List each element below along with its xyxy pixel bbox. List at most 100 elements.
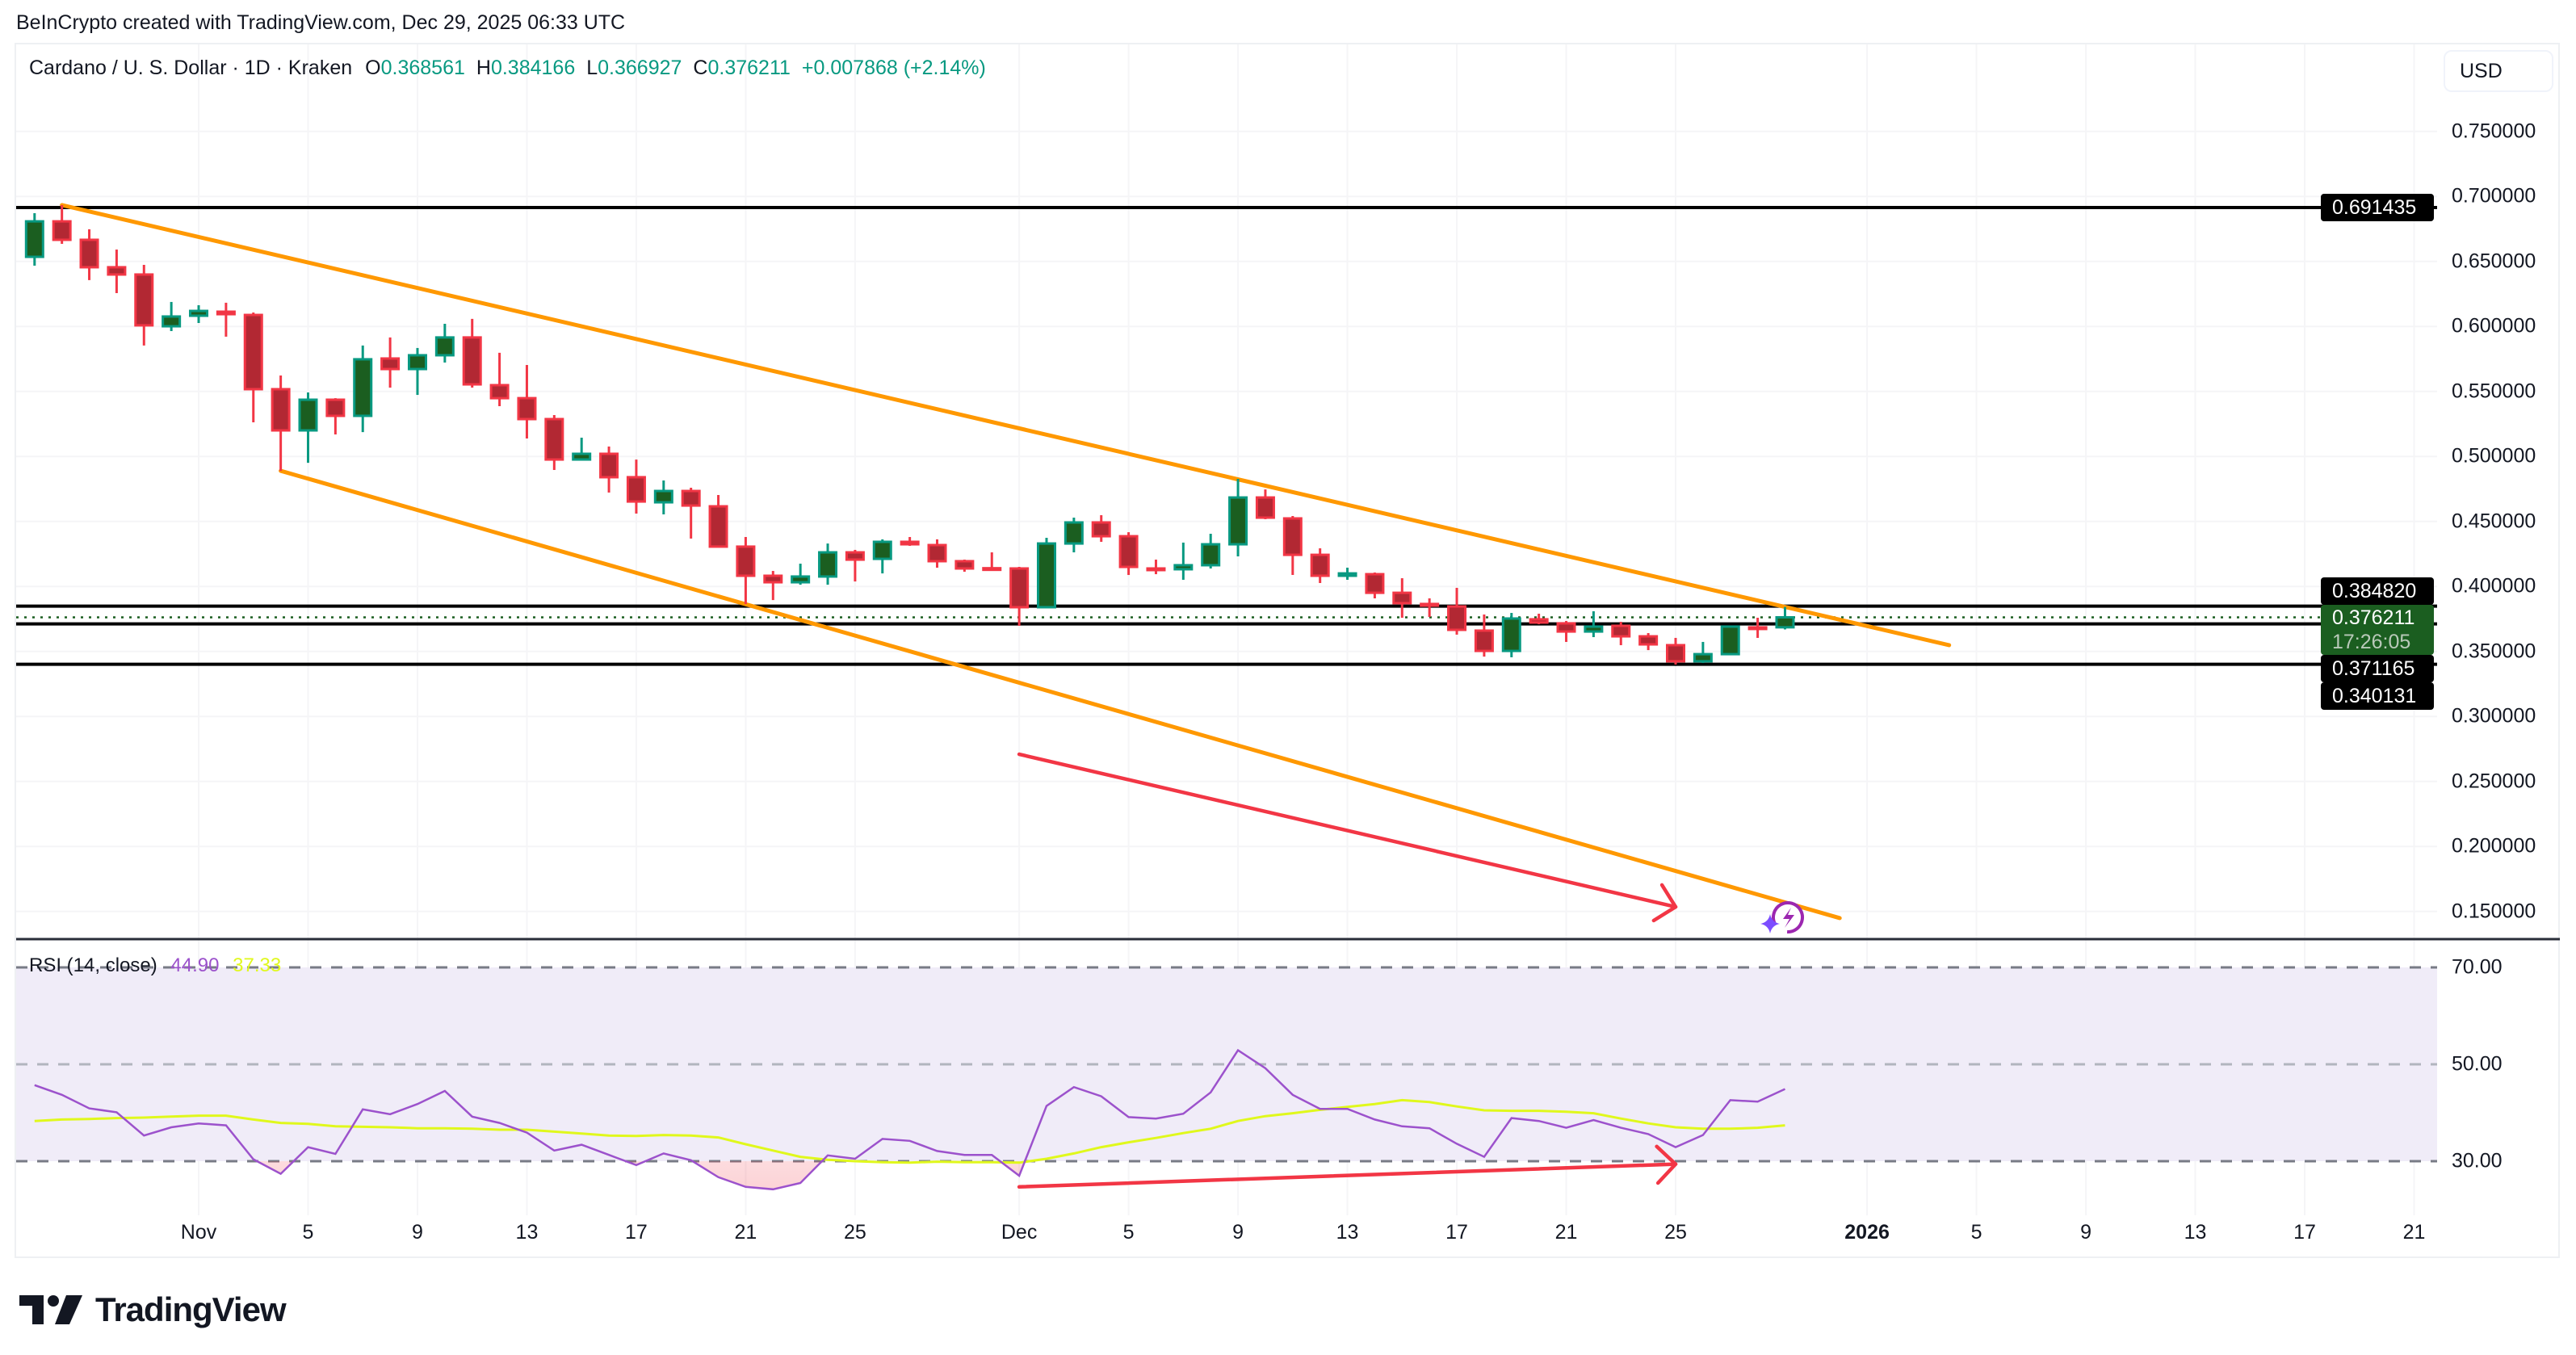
candle: [380, 337, 401, 388]
level-price-label: 0.691435: [2321, 193, 2434, 221]
x-tick-label: 25: [1664, 1221, 1687, 1244]
candle: [162, 301, 182, 331]
candle-body: [1365, 573, 1385, 594]
price-tick-label: 0.450000: [2452, 510, 2536, 533]
candle-body: [79, 238, 99, 269]
rsi-pane: [16, 966, 2437, 1191]
candle: [1337, 568, 1357, 580]
candle-body: [325, 398, 346, 417]
candle: [927, 539, 947, 568]
assistant-lightning-icon[interactable]: [1760, 897, 1808, 937]
candle: [243, 312, 263, 423]
candle-body: [380, 357, 401, 371]
price-tick-label: 0.650000: [2452, 250, 2536, 273]
level-price-label: 0.371165: [2321, 655, 2434, 682]
arrow-head: [1655, 1162, 1678, 1185]
candle-body: [298, 398, 318, 432]
candle: [1036, 537, 1056, 609]
price-tick-label: 0.750000: [2452, 120, 2536, 143]
candle: [1666, 637, 1685, 665]
candle: [462, 318, 482, 388]
candle-body: [1036, 542, 1056, 609]
candle-body: [681, 489, 701, 507]
candle: [1556, 621, 1576, 642]
high-value: 0.384166: [490, 57, 576, 79]
x-tick-label: 17: [2293, 1221, 2316, 1244]
candle-body: [162, 315, 182, 328]
candle: [872, 539, 892, 574]
candle: [216, 302, 236, 337]
candle-body: [1611, 624, 1631, 638]
x-tick-label: 5: [302, 1221, 314, 1244]
candle: [325, 398, 346, 434]
candle-body: [845, 551, 865, 561]
candle-body: [134, 273, 154, 327]
channel-trendline: [60, 203, 1952, 648]
x-tick-label: 13: [2184, 1221, 2207, 1244]
attribution-header: BeInCrypto created with TradingView.com,…: [16, 11, 626, 34]
rsi-value: 44.90: [170, 954, 220, 976]
candle-body: [52, 220, 72, 241]
x-tick-label: 5: [1970, 1221, 1982, 1244]
candle-body: [1091, 521, 1111, 538]
high-label: H: [476, 57, 491, 79]
trendlines[interactable]: [60, 203, 1952, 921]
candle: [1365, 572, 1385, 599]
candle: [845, 549, 865, 582]
candle: [1146, 560, 1166, 575]
candle: [1584, 610, 1604, 637]
candle-body: [1720, 625, 1740, 656]
candle: [653, 480, 673, 515]
candle-body: [243, 313, 263, 391]
tradingview-logo[interactable]: TradingView: [19, 1290, 287, 1329]
candle: [1228, 479, 1248, 557]
current-price-label: 0.376211 17:26:05: [2321, 605, 2434, 655]
arrow-shaft: [1017, 752, 1678, 909]
level-price-label: 0.340131: [2321, 682, 2434, 710]
candle-body: [1501, 617, 1521, 652]
candle-body: [1666, 644, 1685, 663]
candle-body: [1775, 616, 1795, 629]
candle: [434, 323, 455, 363]
candle-body: [189, 309, 209, 317]
arrow-head: [1659, 883, 1678, 909]
x-tick-label: 2026: [1844, 1221, 1890, 1244]
candle: [107, 250, 127, 293]
sparkle-icon: [1760, 914, 1780, 933]
candle-body: [544, 417, 564, 461]
candle: [24, 212, 44, 266]
candle: [1693, 641, 1713, 664]
candle-body: [489, 384, 510, 400]
candle-body: [1118, 535, 1139, 568]
candle: [1420, 598, 1440, 618]
rsi-legend[interactable]: RSI (14, close) 44.90 37.33: [29, 954, 281, 977]
rsi-ma-value: 37.33: [233, 954, 282, 976]
candle-body: [1173, 564, 1194, 571]
candle: [818, 543, 838, 585]
candle-body: [1447, 605, 1467, 631]
current-price-value: 0.376211: [2332, 606, 2415, 629]
x-tick-label: 21: [734, 1221, 757, 1244]
candle-body: [1337, 572, 1357, 577]
candle: [681, 488, 701, 539]
candle: [544, 415, 564, 470]
open-label: O: [365, 57, 381, 79]
candle-body: [1282, 517, 1303, 556]
currency-button[interactable]: USD: [2444, 50, 2553, 92]
arrows[interactable]: [1017, 752, 1678, 1189]
symbol-title[interactable]: Cardano / U. S. Dollar · 1D · Kraken: [29, 57, 353, 79]
candle: [1282, 515, 1303, 576]
candle: [407, 347, 427, 396]
x-tick-label: 13: [515, 1221, 539, 1244]
candle: [134, 265, 154, 346]
candle-body: [1146, 567, 1166, 572]
candle-body: [736, 545, 756, 577]
open-value: 0.368561: [380, 57, 465, 79]
rsi-tick-label: 70.00: [2452, 955, 2503, 979]
candle-body: [791, 575, 811, 584]
bar-countdown: 17:26:05: [2332, 631, 2411, 653]
x-tick-label: 9: [2080, 1221, 2091, 1244]
horizontal-levels[interactable]: [16, 205, 2437, 666]
price-tick-label: 0.400000: [2452, 574, 2536, 598]
